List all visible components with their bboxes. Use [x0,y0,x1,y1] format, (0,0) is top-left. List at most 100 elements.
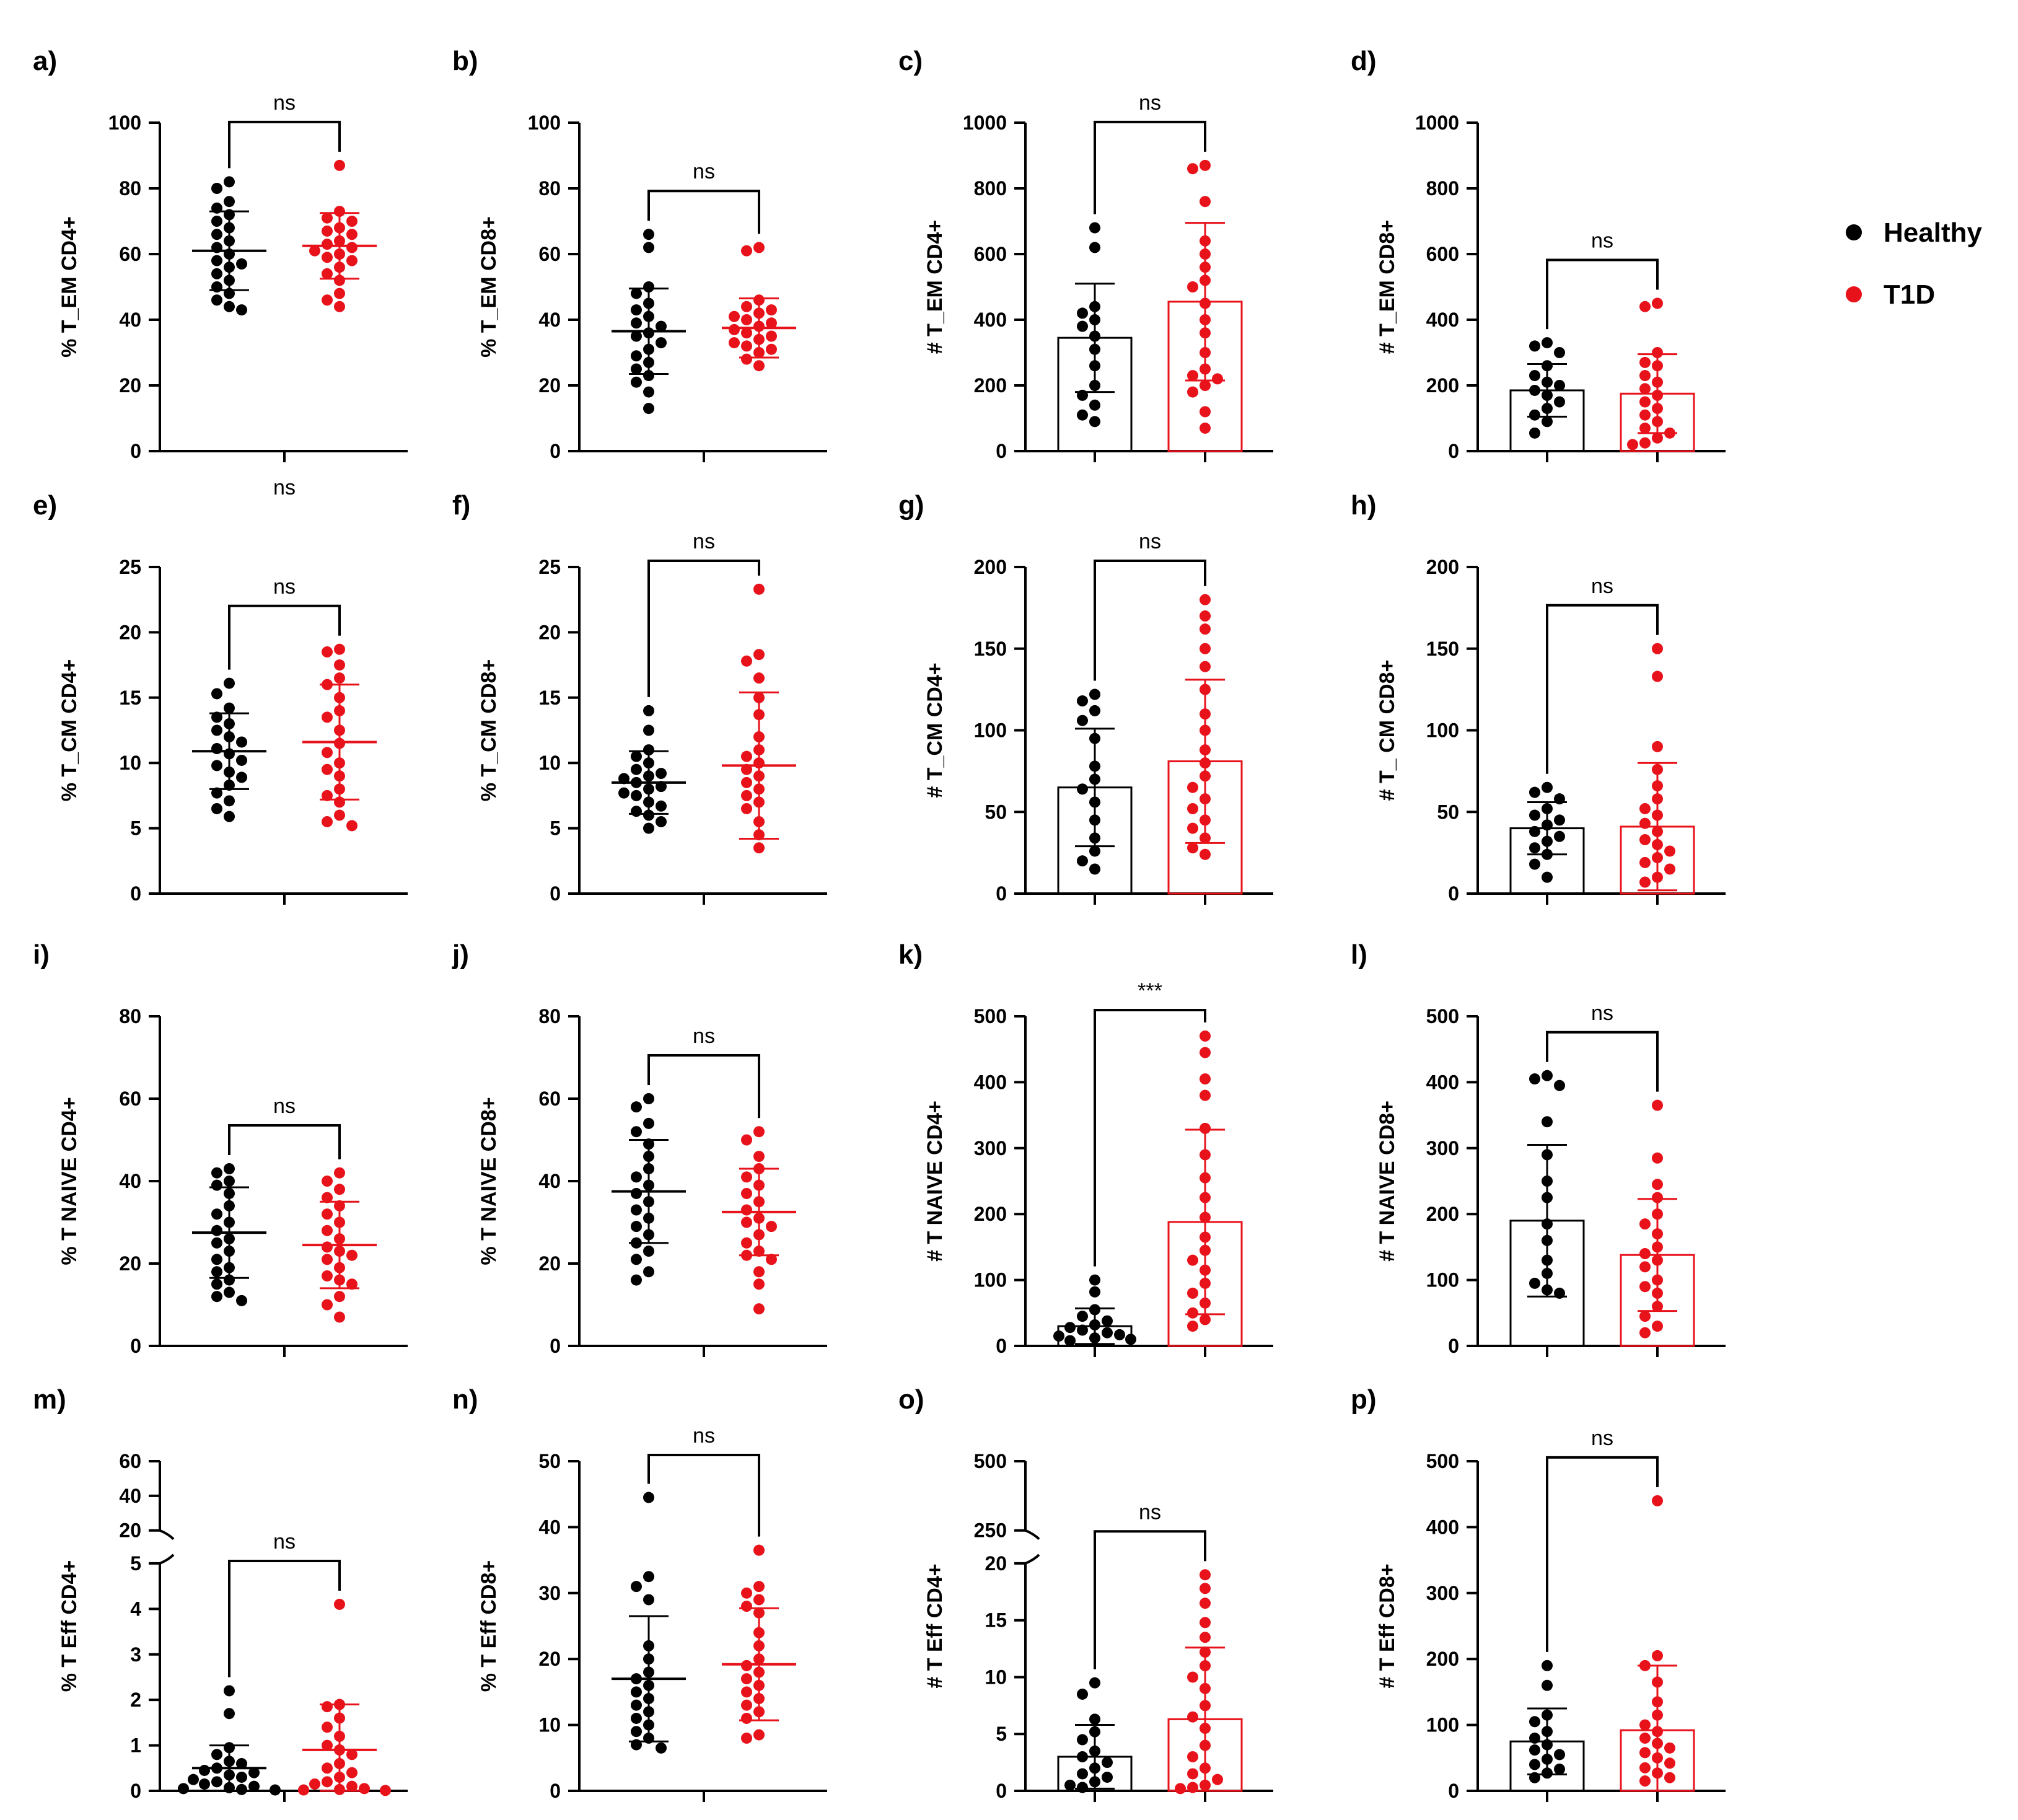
panel-label: b) [452,46,478,76]
data-point-healthy [1077,714,1088,726]
y-tick-label: 4 [130,1598,141,1620]
data-point-t1d [1639,1747,1651,1759]
data-point-t1d [1200,1632,1211,1643]
significance-bracket [1094,1530,1206,1669]
y-tick-label: 100 [974,719,1007,742]
data-point-healthy [643,229,654,240]
data-point-t1d [359,1783,370,1795]
data-point-t1d [1639,396,1651,408]
data-point-t1d [334,288,345,299]
data-point-healthy [248,1780,260,1792]
data-point-healthy [236,772,247,783]
y-tick-label: 20 [538,374,561,397]
data-point-t1d [334,206,345,218]
panel-label: g) [898,490,924,521]
data-point-healthy [1077,307,1088,319]
y-tick-label: 15 [538,687,561,709]
y-tick-label: 0 [550,440,561,462]
y-tick-label: 500 [1426,1450,1459,1472]
y-tick-label: 800 [1426,177,1459,200]
chart-panel-12: l) # T NAIVE CD8+ 0 100 200 300 400 500 ns [1351,939,1726,1357]
significance-bracket [647,560,760,697]
data-point-healthy [211,760,222,772]
y-tick-label: 5 [550,817,561,840]
legend-marker-healthy [1846,224,1862,240]
data-point-t1d [1652,670,1663,682]
data-point-t1d [346,820,358,832]
data-point-healthy [643,1492,654,1503]
data-point-t1d [334,1291,345,1303]
data-point-healthy [224,795,235,807]
data-point-t1d [1187,370,1198,382]
data-point-t1d [741,750,752,762]
data-point-healthy [1529,809,1540,821]
data-point-healthy [1064,1779,1076,1791]
data-point-t1d [741,1712,752,1724]
data-point-t1d [322,763,333,775]
y-axis-title: % T_CM CD8+ [477,659,501,802]
data-point-healthy [236,1771,247,1783]
data-point-t1d [322,1254,333,1265]
data-point-healthy [643,386,654,398]
data-point-t1d [766,304,777,316]
data-point-t1d [346,242,358,253]
y-tick-label: 0 [996,882,1007,905]
significance-bracket [228,1559,341,1677]
data-point-healthy [631,1712,642,1724]
data-point-t1d [1652,1099,1663,1111]
y-tick-label: 20 [119,374,141,397]
data-point-t1d [322,1701,333,1713]
data-point-t1d [1664,845,1675,857]
data-point-healthy [188,1774,199,1785]
data-point-healthy [1529,786,1540,798]
data-point-healthy [1542,1116,1553,1128]
data-point-t1d [1652,741,1663,752]
data-point-healthy [1089,1677,1100,1689]
panel-label: i) [33,939,50,970]
data-point-healthy [236,304,247,316]
y-tick-label: 500 [1426,1005,1459,1027]
y-tick-label: 5 [130,817,141,840]
data-point-t1d [741,1237,752,1249]
data-point-t1d [753,1266,765,1278]
data-point-t1d [741,776,752,788]
data-point-healthy [211,294,222,306]
data-point-healthy [643,403,654,415]
data-point-healthy [1125,1334,1136,1345]
data-point-healthy [1089,1274,1100,1286]
data-point-healthy [1077,783,1088,795]
data-point-healthy [643,705,654,716]
data-point-healthy [1077,1734,1088,1746]
data-point-healthy [224,702,235,714]
data-point-t1d [1187,281,1198,292]
data-point-healthy [1089,705,1100,716]
data-point-healthy [656,768,667,780]
data-point-t1d [322,816,333,828]
data-point-healthy [1102,1327,1113,1339]
panel-label: n) [452,1384,478,1415]
significance-label: ns [1139,91,1161,115]
data-point-t1d [1652,1321,1663,1332]
data-point-t1d [1200,1569,1211,1581]
y-tick-label: 10 [538,1714,561,1736]
y-tick-label: 0 [996,1780,1007,1802]
data-point-healthy [643,1594,654,1606]
data-point-t1d [1639,1719,1651,1731]
data-point-t1d [1639,1218,1651,1230]
data-point-t1d [322,1176,333,1187]
panel-label: k) [898,939,923,970]
data-point-t1d [753,649,765,661]
data-point-t1d [1664,863,1675,875]
chart-panel-16: p) # T Eff CD8+ 0 100 200 300 400 500 ns [1351,1384,1726,1802]
data-point-t1d [346,216,358,227]
data-point-t1d [1639,1327,1651,1339]
data-point-healthy [1077,1751,1088,1762]
y-tick-label: 100 [528,112,561,134]
data-point-healthy [1089,1286,1100,1298]
data-point-t1d [334,1311,345,1323]
data-point-t1d [741,1187,752,1199]
y-tick-label: 10 [119,752,141,774]
data-point-t1d [741,340,752,352]
data-point-t1d [1652,347,1663,358]
significance-label: ns [273,91,296,115]
